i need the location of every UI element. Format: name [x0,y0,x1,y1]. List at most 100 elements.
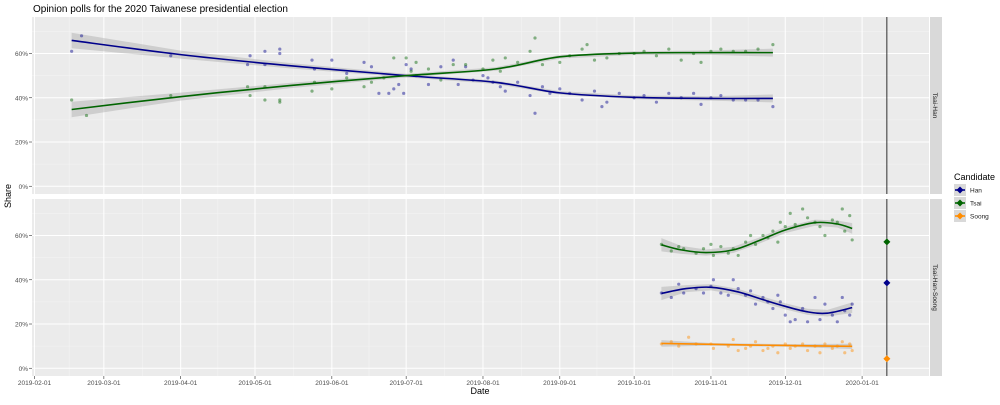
x-axis-label: Date [470,386,489,396]
poll-point-han [345,71,349,76]
chart-title: Opinion polls for the 2020 Taiwanese pre… [33,4,288,15]
poll-point-han [719,291,723,295]
poll-point-han [387,91,391,95]
poll-point-han [404,62,408,67]
poll-point-tsai [848,213,852,218]
poll-point-soong [801,342,805,346]
poll-point-han [617,91,621,95]
poll-point-han [823,302,827,306]
poll-point-tsai [345,76,349,80]
poll-point-tsai [744,240,748,244]
poll-point-han [813,295,817,300]
poll-point-soong [823,342,827,346]
x-tick-label: 2019-06-01 [315,380,349,387]
legend-label-tsai: Tsai [970,201,982,208]
y-tick-label: 20% [15,322,28,329]
poll-point-soong [776,351,780,355]
poll-point-han [748,289,753,293]
poll-point-soong [761,348,765,353]
y-tick-label: 0% [19,184,29,191]
poll-point-tsai [310,89,314,93]
poll-point-soong [669,340,673,344]
poll-point-tsai [580,47,584,51]
poll-point-tsai [771,229,775,233]
poll-point-han [654,100,659,104]
poll-point-han [761,295,765,300]
trend-line-tsai [71,51,773,111]
poll-point-han [701,291,706,295]
x-tick-label: 2019-02-01 [18,380,52,387]
x-tick-label: 2020-01-01 [845,380,879,387]
x-tick-label: 2019-04-01 [164,380,198,387]
poll-point-han [805,320,810,324]
x-tick-label: 2019-11-01 [695,380,728,387]
poll-point-tsai [835,220,839,224]
y-tick-label: 40% [15,95,28,102]
poll-point-han [699,102,703,106]
legend-key-marker [956,186,964,194]
poll-point-han [835,320,839,324]
x-tick-label: 2019-03-01 [87,380,121,387]
poll-point-han [731,278,735,282]
poll-point-soong [736,348,740,353]
poll-point-tsai [748,233,753,238]
y-tick-label: 60% [15,51,28,58]
poll-point-soong [731,337,735,342]
x-tick-label: 2019-09-01 [543,380,577,387]
poll-point-tsai [528,49,532,53]
poll-point-soong [744,346,748,350]
poll-point-tsai [843,229,847,233]
facet-strip [930,17,942,194]
poll-point-han [667,91,671,95]
poll-point-han [464,65,468,69]
poll-point-tsai [369,80,374,84]
poll-point-han [711,278,716,282]
poll-point-soong [766,346,770,350]
poll-point-tsai [823,233,827,238]
poll-point-han [310,58,314,62]
poll-point-soong [850,348,854,353]
poll-point-tsai [677,244,681,249]
poll-point-tsai [801,207,805,211]
poll-point-soong [687,335,691,339]
poll-point-soong [848,342,852,346]
poll-point-han [840,295,844,300]
poll-point-tsai [278,100,282,104]
poll-point-han [850,302,854,306]
poll-point-tsai [778,220,782,224]
poll-point-tsai [439,78,443,82]
poll-point-tsai [726,251,730,255]
poll-point-han [481,74,485,78]
poll-point-han [528,93,532,98]
poll-point-tsai [699,60,703,64]
poll-point-tsai [830,218,834,222]
legend-key-marker [956,199,964,207]
poll-point-tsai [451,62,455,67]
poll-point-han [677,282,681,286]
poll-point-han [516,80,520,84]
poll-point-tsai [701,247,706,251]
trend-line-han [71,39,773,100]
poll-point-tsai [654,54,659,58]
poll-point-tsai [464,62,468,67]
poll-point-tsai [679,58,683,62]
trend-line-tsai [661,221,853,254]
poll-point-han [771,105,775,109]
poll-point-tsai [850,238,854,242]
x-tick-label: 2019-07-01 [390,380,424,387]
poll-point-han [456,82,460,87]
panel-tsai-han: 0% 20% 40% 60% Tsai-Han [15,17,942,194]
poll-point-tsai [840,207,844,211]
poll-point-han [377,91,381,95]
poll-point-han [439,65,443,69]
poll-point-tsai [761,233,765,238]
poll-point-tsai [719,244,723,249]
poll-point-tsai [498,69,502,73]
poll-point-soong [840,340,844,344]
poll-point-tsai [756,47,760,51]
poll-point-tsai [667,47,671,51]
poll-point-tsai [540,62,545,67]
poll-point-han [801,306,805,311]
poll-point-han [719,93,723,98]
